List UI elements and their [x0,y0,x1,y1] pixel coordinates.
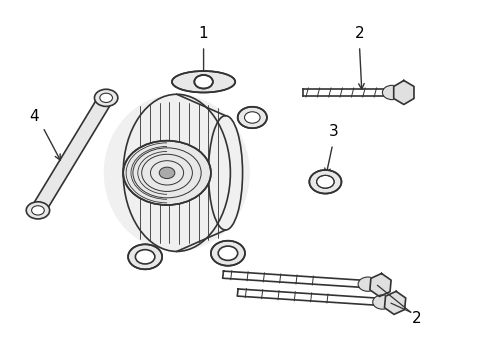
Circle shape [159,167,175,179]
Ellipse shape [238,107,267,128]
Ellipse shape [172,71,235,93]
Circle shape [123,141,211,205]
Text: 3: 3 [329,124,339,139]
Ellipse shape [211,241,245,266]
Circle shape [31,206,44,215]
Ellipse shape [104,94,250,251]
Circle shape [358,277,378,291]
Circle shape [26,202,49,219]
Circle shape [373,295,392,309]
Circle shape [195,75,213,89]
Text: 4: 4 [30,109,39,124]
Polygon shape [31,95,113,213]
Polygon shape [393,81,414,104]
Ellipse shape [128,244,162,269]
Circle shape [245,112,260,123]
Ellipse shape [208,116,243,230]
Text: 2: 2 [355,26,364,41]
Polygon shape [370,274,391,297]
Circle shape [100,93,113,103]
Text: 1: 1 [199,26,208,41]
Circle shape [382,85,402,100]
Polygon shape [385,291,406,314]
Circle shape [218,246,238,260]
Circle shape [317,175,334,188]
Circle shape [95,89,118,107]
Circle shape [309,170,342,194]
Circle shape [135,249,155,264]
Text: 2: 2 [412,311,421,326]
